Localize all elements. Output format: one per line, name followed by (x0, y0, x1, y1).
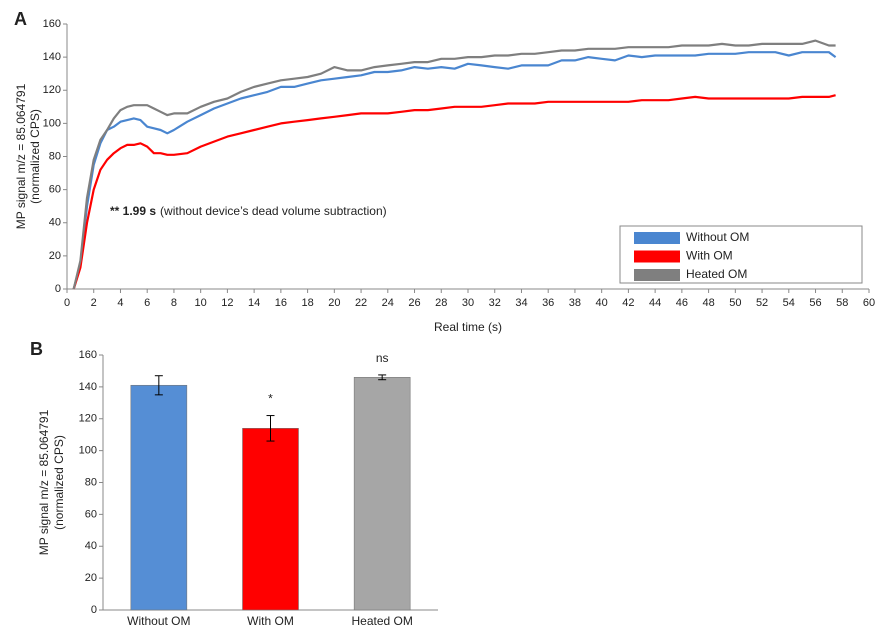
x-tick-label: 60 (863, 297, 875, 309)
x-tick-label: 40 (596, 297, 608, 309)
x-tick-label: 8 (171, 297, 177, 309)
y-axis-label: MP signal m/z = 85.064791 (37, 409, 51, 555)
x-tick-label: 34 (515, 297, 527, 309)
x-tick-label: 44 (649, 297, 661, 309)
y-tick-label: 100 (43, 117, 61, 129)
bar (130, 384, 188, 611)
x-tick-label: 14 (248, 297, 260, 309)
x-tick-label: 12 (221, 297, 233, 309)
x-tick-label: 32 (489, 297, 501, 309)
y-tick-label: 0 (91, 604, 97, 616)
x-tick-label: 26 (408, 297, 420, 309)
y-axis-label: MP signal m/z = 85.064791 (14, 83, 28, 229)
x-tick-label: With OM (247, 614, 294, 628)
x-tick-label: 48 (702, 297, 714, 309)
series-line (72, 94, 836, 290)
x-tick-label: 10 (195, 297, 207, 309)
y-tick-label: 0 (55, 283, 61, 295)
error-bar (266, 415, 275, 442)
x-axis-label: Real time (s) (434, 320, 502, 334)
y-tick-label: 60 (49, 184, 61, 196)
x-tick-label: Heated OM (351, 614, 412, 628)
legend-swatch (634, 250, 680, 263)
x-tick-label: 24 (382, 297, 394, 309)
x-tick-label: 58 (836, 297, 848, 309)
y-tick-label: 120 (43, 84, 61, 96)
error-bar (154, 375, 163, 396)
error-bar (378, 374, 387, 381)
x-tick-label: 16 (275, 297, 287, 309)
panel-label: B (30, 339, 43, 359)
legend-label: Heated OM (686, 267, 747, 281)
panel-label: A (14, 9, 27, 29)
y-axis-label: (normalized CPS) (52, 435, 66, 530)
y-tick-label: 100 (79, 445, 97, 457)
y-tick-label: 140 (79, 381, 97, 393)
x-tick-label: 50 (729, 297, 741, 309)
x-tick-label: 38 (569, 297, 581, 309)
y-tick-label: 80 (85, 476, 97, 488)
y-tick-label: 160 (79, 349, 97, 361)
significance-label: * (268, 392, 273, 406)
y-tick-label: 60 (85, 508, 97, 520)
x-tick-label: 54 (783, 297, 795, 309)
x-tick-label: 36 (542, 297, 554, 309)
x-tick-label: 18 (301, 297, 313, 309)
annotation: ** 1.99 s (without device’s dead volume s… (110, 204, 387, 218)
x-tick-label: 56 (809, 297, 821, 309)
x-tick-label: 4 (117, 297, 123, 309)
y-tick-label: 40 (85, 540, 97, 552)
series-line (72, 39, 836, 290)
legend-swatch (634, 232, 680, 244)
x-tick-label: 28 (435, 297, 447, 309)
x-tick-label: 52 (756, 297, 768, 309)
x-tick-label: Without OM (127, 614, 190, 628)
legend-label: Without OM (686, 230, 749, 244)
y-tick-label: 140 (43, 51, 61, 63)
y-tick-label: 120 (79, 413, 97, 425)
annotation-part: (without device’s dead volume subtractio… (160, 204, 387, 218)
y-axis-label: (normalized CPS) (28, 109, 42, 204)
x-tick-label: 0 (64, 297, 70, 309)
y-tick-label: 20 (85, 572, 97, 584)
bar (353, 377, 411, 611)
x-tick-label: 20 (328, 297, 340, 309)
y-tick-label: 80 (49, 150, 61, 162)
y-tick-label: 160 (43, 18, 61, 30)
legend-swatch (634, 269, 680, 281)
x-tick-label: 2 (91, 297, 97, 309)
x-tick-label: 30 (462, 297, 474, 309)
x-tick-label: 6 (144, 297, 150, 309)
bar (242, 428, 299, 611)
x-tick-label: 46 (676, 297, 688, 309)
x-tick-label: 42 (622, 297, 634, 309)
y-tick-label: 40 (49, 217, 61, 229)
series-line (72, 51, 837, 290)
legend-label: With OM (686, 249, 733, 263)
annotation-part: ** 1.99 s (110, 204, 156, 218)
y-tick-label: 20 (49, 250, 61, 262)
x-tick-label: 22 (355, 297, 367, 309)
significance-label: ns (376, 351, 389, 365)
